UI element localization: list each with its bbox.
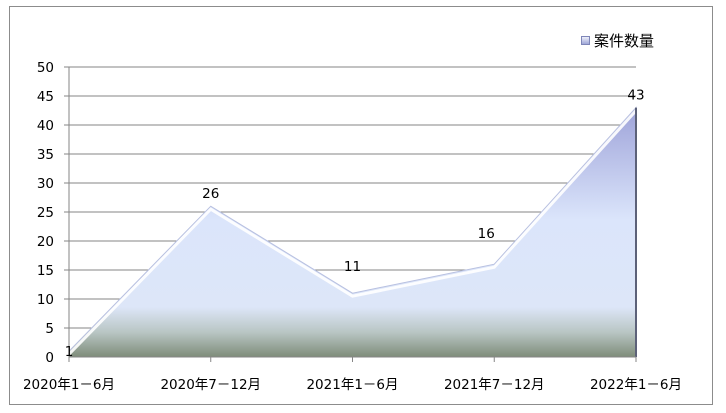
x-tick-label: 2020年7－12月 xyxy=(160,377,261,393)
x-tick-label: 2022年1－6月 xyxy=(590,377,682,393)
y-tick-label: 40 xyxy=(37,118,54,134)
area-highlight xyxy=(67,109,638,356)
y-tick-label: 5 xyxy=(45,321,54,337)
legend-swatch-icon xyxy=(581,36,590,45)
y-tick-label: 35 xyxy=(37,147,54,163)
data-labels: 1 26 11 16 43 xyxy=(65,88,645,361)
y-tick-label: 10 xyxy=(37,292,54,308)
y-tick-label: 15 xyxy=(37,263,54,279)
series-area xyxy=(68,106,637,358)
data-label: 43 xyxy=(627,88,644,104)
data-label: 1 xyxy=(65,344,74,360)
y-tick-label: 0 xyxy=(45,350,54,366)
y-tick-label: 20 xyxy=(37,234,54,250)
y-tick-label: 45 xyxy=(37,89,54,105)
x-tick-label: 2021年7－12月 xyxy=(444,377,545,393)
y-tick-label: 50 xyxy=(37,60,54,76)
y-axis-labels: 0 5 10 15 20 25 30 35 40 45 50 xyxy=(37,60,54,366)
x-tick-label: 2021年1－6月 xyxy=(306,377,398,393)
legend-label: 案件数量 xyxy=(594,32,655,50)
data-label: 16 xyxy=(478,226,495,242)
axes xyxy=(68,67,637,362)
data-area xyxy=(67,106,638,358)
x-tick-label: 2020年1－6月 xyxy=(23,377,115,393)
legend: 案件数量 xyxy=(581,30,654,51)
data-label: 11 xyxy=(344,259,361,275)
y-tick-label: 25 xyxy=(37,205,54,221)
data-label: 26 xyxy=(202,186,219,202)
x-axis-labels: 2020年1－6月 2020年7－12月 2021年1－6月 2021年7－12月 20… xyxy=(23,377,682,393)
y-tick-label: 30 xyxy=(37,176,54,192)
